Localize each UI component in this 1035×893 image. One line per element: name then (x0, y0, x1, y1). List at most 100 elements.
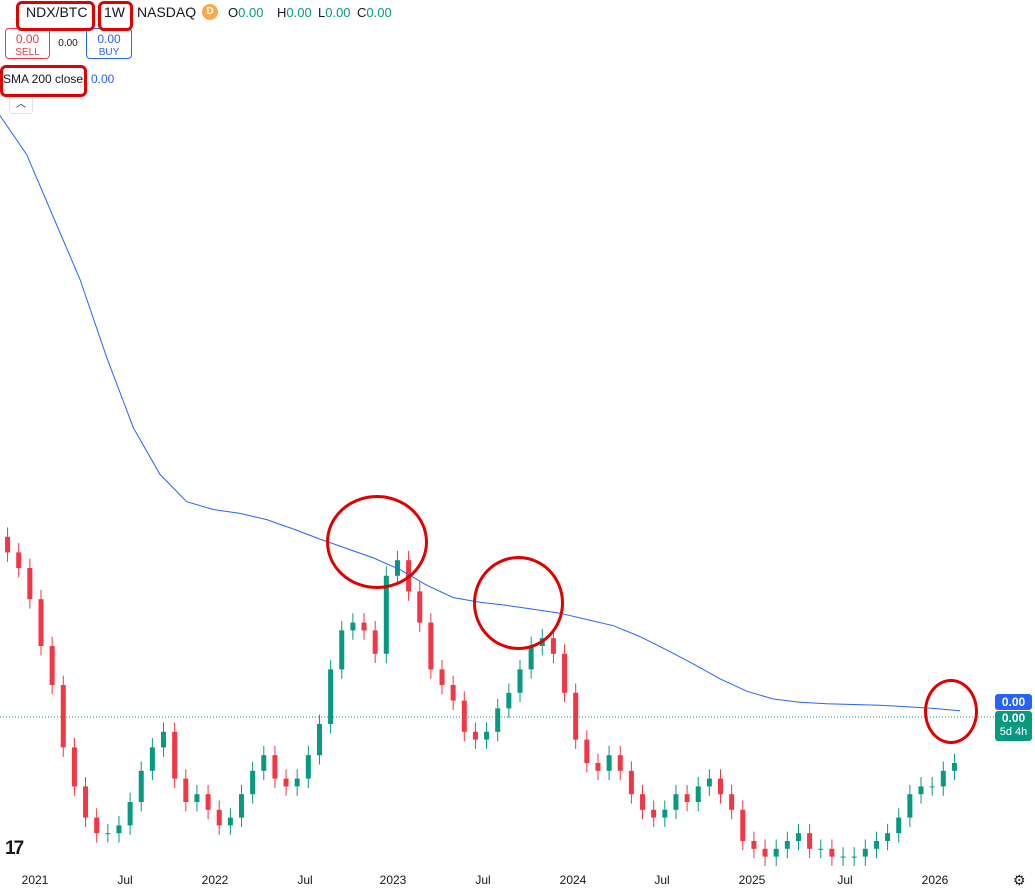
candle-body (918, 786, 924, 795)
candle-body (450, 685, 456, 701)
candle-body (885, 833, 891, 841)
candle-body (472, 731, 478, 740)
ohlc-high-key: H (277, 5, 287, 20)
candle-body (283, 778, 289, 787)
x-tick-label: 2023 (379, 873, 407, 887)
spread-value: 0.00 (58, 38, 78, 49)
candle-body (573, 692, 579, 740)
candle-body (606, 755, 612, 771)
candle-body (116, 825, 122, 834)
tradingview-logo[interactable]: 17 (5, 838, 24, 859)
candle-body (16, 552, 22, 568)
candle-body (751, 841, 757, 849)
candle-body (227, 817, 233, 826)
ohlc-open-key: O (228, 5, 239, 20)
candle-body (684, 794, 690, 802)
candle-body (383, 575, 389, 654)
candle-body (662, 809, 668, 818)
ohlc-low-value: 0.00 (325, 5, 351, 20)
candle-body (951, 763, 957, 771)
last-price-label: 0.00 5d 4h (995, 711, 1032, 741)
candle-body (305, 755, 311, 779)
candle-body (528, 646, 534, 670)
candle-body (550, 638, 556, 654)
candle-body (71, 747, 77, 787)
candle-body (205, 794, 211, 810)
candle-body (740, 809, 746, 841)
candle-body (784, 841, 790, 849)
candle-body (361, 622, 367, 631)
candle-body (729, 794, 735, 810)
candle-body (372, 630, 378, 654)
indicator-name[interactable]: SMA 200 close (3, 72, 84, 86)
candle-body (60, 685, 66, 748)
candle-body (272, 755, 278, 779)
candle-body (718, 778, 723, 795)
annotation-box-indicator (0, 65, 87, 97)
candle-body (773, 848, 779, 857)
candle-body (595, 763, 601, 771)
chevron-up-icon: ︿ (16, 99, 26, 110)
symbol-header: NDX/BTC · 1W · NASDAQ D O0.00 H0.00 L0.0… (0, 0, 700, 26)
candle-body (640, 794, 646, 810)
x-tick-label: 2026 (921, 873, 949, 887)
candle-body (350, 622, 356, 631)
ohlc-open: O0.00 (228, 5, 263, 20)
candle-body (461, 700, 467, 732)
sell-button[interactable]: 0.00 SELL (5, 28, 50, 59)
last-price-value: 0.00 (1001, 711, 1026, 725)
candle-body (673, 794, 679, 810)
ohlc-low: L0.00 (318, 5, 351, 20)
interval-label[interactable]: 1W (104, 4, 125, 20)
delayed-data-badge[interactable]: D (202, 4, 218, 20)
x-tick-label: 2024 (559, 873, 587, 887)
candle-body (829, 848, 835, 857)
candle-body (506, 692, 512, 709)
candle-body (149, 747, 155, 771)
candle-body (929, 786, 935, 788)
candle-body (840, 856, 846, 858)
candle-body (183, 778, 189, 802)
candle-body (873, 841, 879, 849)
candles-group (5, 527, 957, 866)
ohlc-low-key: L (318, 5, 326, 20)
candle-body (216, 809, 222, 826)
candle-body (49, 646, 55, 685)
candle-body (328, 669, 334, 724)
x-tick-label: Jul (475, 873, 491, 887)
indicator-value: 0.00 (91, 72, 115, 86)
candle-body (940, 770, 946, 787)
x-tick-label: Jul (297, 873, 313, 887)
candle-body (138, 770, 144, 802)
annotation-circle-1 (326, 495, 428, 589)
candle-body (517, 669, 523, 693)
candle-body (862, 848, 868, 857)
candle-body (339, 630, 345, 670)
gear-icon[interactable]: ⚙ (1013, 872, 1026, 888)
candle-body (628, 770, 634, 795)
candle-body (695, 786, 701, 802)
exchange-label: NASDAQ (137, 4, 197, 20)
candle-body (495, 708, 501, 732)
candle-body (896, 817, 902, 834)
x-tick-label: 2021 (21, 873, 49, 887)
candle-body (261, 755, 267, 771)
x-tick-label: Jul (837, 873, 853, 887)
candle-body (584, 739, 590, 763)
collapse-legend-button[interactable]: ︿ (9, 96, 33, 114)
symbol-name[interactable]: NDX/BTC (26, 4, 88, 20)
candle-body (172, 731, 178, 779)
buy-price: 0.00 (97, 32, 121, 46)
candle-body (851, 856, 857, 858)
ohlc-high-value: 0.00 (286, 5, 312, 20)
buy-button[interactable]: 0.00 BUY (86, 28, 132, 59)
candle-body (617, 755, 623, 771)
annotation-circle-3 (924, 679, 978, 744)
candle-body (907, 794, 913, 818)
candle-body (94, 817, 100, 834)
candle-body (428, 622, 434, 670)
sma-price-label: 0.00 (995, 694, 1032, 710)
x-tick-label: Jul (654, 873, 670, 887)
candle-body (807, 833, 813, 849)
